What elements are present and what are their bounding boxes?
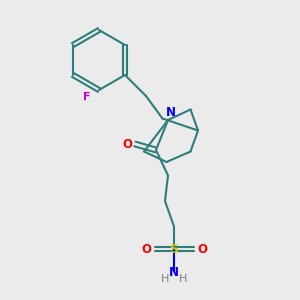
Text: O: O [197,242,207,256]
Text: N: N [169,266,179,279]
Text: F: F [83,92,91,103]
Text: H: H [179,274,187,284]
Text: O: O [122,137,133,151]
Text: N: N [166,106,176,119]
Text: O: O [141,242,151,256]
Text: H: H [161,274,169,284]
Text: S: S [169,242,178,256]
